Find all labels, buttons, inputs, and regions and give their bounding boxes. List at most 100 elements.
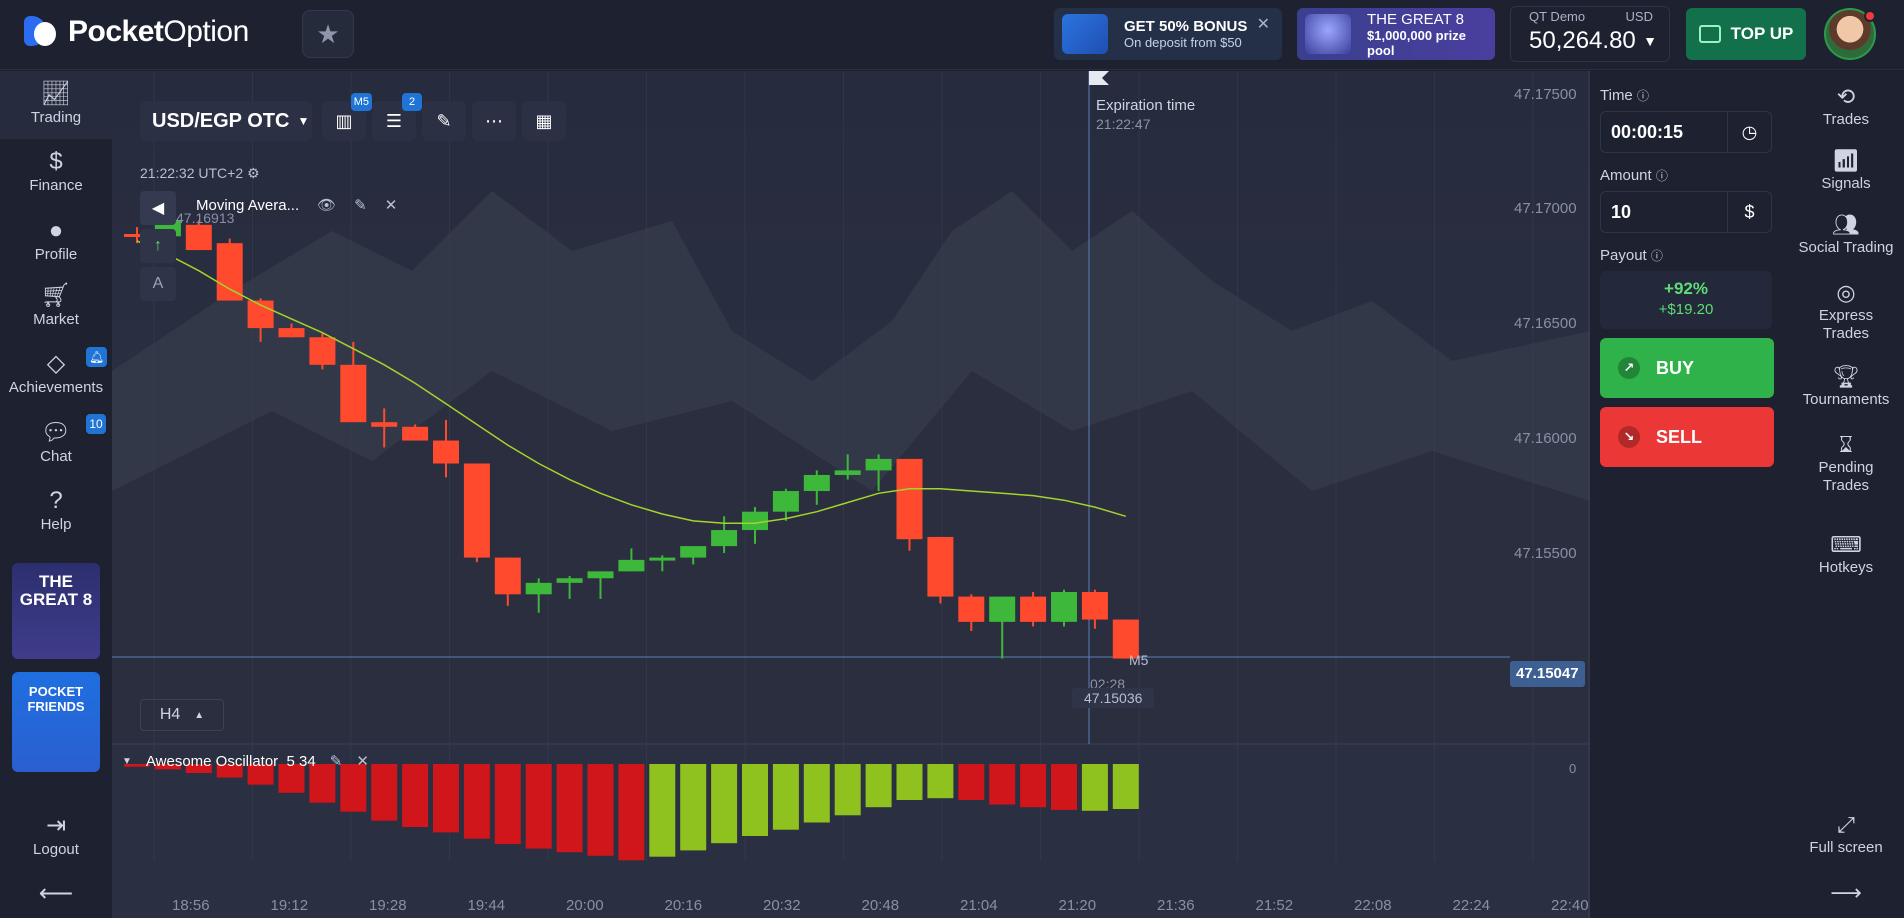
pocket-friends-card[interactable]: POCKET FRIENDS [12, 672, 100, 772]
more-options-button[interactable]: ⋯ [472, 101, 516, 141]
nav-logout[interactable]: ⇥ Logout [0, 811, 112, 858]
brand-mark-icon [24, 14, 60, 50]
candle-body [865, 458, 892, 471]
nav-chat[interactable]: 💬︎ Chat 10 [0, 414, 112, 465]
trophy-figure-icon [1305, 14, 1351, 54]
oscillator-bar [772, 764, 799, 830]
payout-box: +92% +$19.20 [1600, 271, 1772, 329]
close-icon[interactable]: ✕ [356, 753, 369, 770]
nav-signals[interactable]: 📶︎ Signals [1788, 147, 1904, 193]
great8-promo-banner[interactable]: THE GREAT 8 $1,000,000 prize pool [1297, 8, 1495, 60]
chevron-left-icon: ◀ [151, 200, 165, 217]
gear-icon[interactable]: ⚙ [247, 165, 260, 181]
nav-profile[interactable]: ● Profile [0, 216, 112, 263]
bonus-promo-banner[interactable]: GET 50% BONUS On deposit from $50 ✕ [1054, 8, 1282, 60]
nav-finance[interactable]: $ Finance [0, 147, 112, 194]
candlestick-chart[interactable] [112, 71, 1590, 918]
drawing-tools-button[interactable]: ✎ [422, 101, 466, 141]
pencil-icon[interactable]: ✎ [329, 753, 343, 770]
close-icon[interactable]: ✕ [1256, 16, 1270, 33]
left-sidebar: 📈︎ Trading $ Finance ● Profile 🛒︎ Market… [0, 71, 112, 918]
collapse-sidebar-button[interactable]: ⟵ [0, 879, 112, 909]
ma-indicator-name: Moving Avera... [196, 196, 300, 214]
buy-label: BUY [1656, 357, 1695, 378]
candle-body [556, 578, 583, 583]
oscillator-bar [958, 764, 985, 800]
arrow-up-right-icon: ↗ [1618, 357, 1640, 379]
nav-pending-trades[interactable]: ⌛︎ Pending Trades [1788, 431, 1904, 495]
amount-input[interactable]: 10 $ [1600, 191, 1772, 233]
brand-name: PocketOption [68, 15, 249, 48]
sell-button[interactable]: ↘ SELL [1600, 407, 1774, 467]
great8-card[interactable]: THE GREAT 8 [12, 563, 100, 659]
oscillator-bar [525, 764, 552, 849]
sell-label: SELL [1656, 426, 1703, 447]
timeframe-selector[interactable]: H4 ▲ [140, 699, 224, 731]
candle-body [927, 536, 954, 597]
price-tick: 47.17000 [1514, 200, 1577, 217]
top-bar: PocketOption ★ GET 50% BONUS On deposit … [0, 0, 1904, 70]
oscillator-label: ▼ Awesome Oscillator 5 34 ✎ ✕ [122, 752, 369, 771]
social-icon: 👥︎ [1832, 212, 1860, 237]
brand-logo[interactable]: PocketOption [24, 14, 249, 50]
chart-area[interactable]: USD/EGP OTC ▼ ▥ M5 ☰ 2 ✎ ⋯ ▦ 21:22:32 UT… [112, 71, 1590, 918]
oscillator-name: Awesome Oscillator [145, 752, 279, 770]
text-tool-button[interactable]: A [140, 267, 176, 301]
pencil-icon[interactable]: ✎ [354, 197, 367, 214]
brush-icon: ✎ [436, 110, 452, 131]
nav-market[interactable]: 🛒︎ Market [0, 281, 112, 328]
chat-count-badge: 10 [86, 414, 106, 434]
top-up-button[interactable]: TOP UP [1686, 8, 1806, 60]
candle-body [1020, 596, 1047, 622]
nav-social-trading[interactable]: 👥︎ Social Trading [1788, 211, 1904, 257]
caret-down-icon[interactable]: ▼ [122, 755, 132, 767]
candle-body [1112, 619, 1139, 659]
time-tick: 22:24 [1452, 897, 1491, 914]
indicators-button[interactable]: ☰ 2 [372, 93, 422, 141]
caret-down-icon: ▼ [1643, 33, 1657, 49]
nav-trades[interactable]: ⟲ Trades [1788, 83, 1904, 129]
nav-full-screen[interactable]: ⤢ Full screen [1788, 811, 1904, 857]
oscillator-bar [463, 764, 490, 839]
candle-body [371, 422, 398, 427]
arrow-tool-button[interactable]: ↑ [140, 229, 176, 263]
oscillator-bar [216, 764, 243, 778]
candle-body [494, 557, 521, 595]
candle-body [309, 337, 336, 365]
clock-icon[interactable]: ◷ [1727, 112, 1771, 152]
ma-indicator-value: 47.16913 [176, 210, 235, 226]
trophy-icon: 🏆︎ [1832, 364, 1860, 389]
eye-icon[interactable]: 👁︎ [317, 197, 337, 214]
buy-button[interactable]: ↗ BUY [1600, 338, 1774, 398]
layout-grid-button[interactable]: ▦ [522, 101, 566, 141]
fullscreen-icon: ⤢ [1837, 812, 1855, 837]
currency-icon[interactable]: $ [1727, 192, 1771, 232]
dollar-icon: $ [49, 148, 63, 175]
account-selector[interactable]: QT Demo USD 50,264.80 ▼ [1510, 6, 1670, 62]
close-icon[interactable]: ✕ [384, 197, 398, 214]
nav-hotkeys[interactable]: ⌨ Hotkeys [1788, 531, 1904, 577]
help-small-icon: ⓘ [1650, 249, 1663, 263]
logout-icon: ⇥ [45, 812, 67, 839]
candle-body [618, 559, 645, 572]
price-tick: 47.16500 [1514, 315, 1577, 332]
hourglass-icon: ⌛︎ [1839, 432, 1853, 457]
asset-selector[interactable]: USD/EGP OTC ▼ [140, 101, 312, 141]
payout-label: Payout ⓘ [1600, 247, 1663, 264]
nav-express-trades[interactable]: ◎ Express Trades [1788, 279, 1904, 343]
time-input[interactable]: 00:00:15 ◷ [1600, 111, 1772, 153]
collapse-indicators-button[interactable]: ◀ [140, 191, 176, 225]
moving-average-line [136, 240, 1127, 524]
favorites-star-button[interactable]: ★ [302, 10, 354, 58]
nav-achievements[interactable]: ◇ Achievements 🔔︎ [0, 347, 112, 396]
time-tick: 18:56 [172, 897, 210, 914]
nav-help[interactable]: ? Help [0, 486, 112, 533]
chart-type-button[interactable]: ▥ M5 [322, 93, 372, 141]
oscillator-bar [989, 764, 1016, 805]
friends-card-line2: FRIENDS [27, 699, 85, 714]
user-avatar[interactable] [1824, 8, 1876, 60]
time-tick: 21:36 [1157, 897, 1195, 914]
expand-panel-button[interactable]: ⟶ [1788, 879, 1904, 907]
nav-trading[interactable]: 📈︎ Trading [0, 71, 112, 139]
nav-tournaments[interactable]: 🏆︎ Tournaments [1788, 363, 1904, 409]
